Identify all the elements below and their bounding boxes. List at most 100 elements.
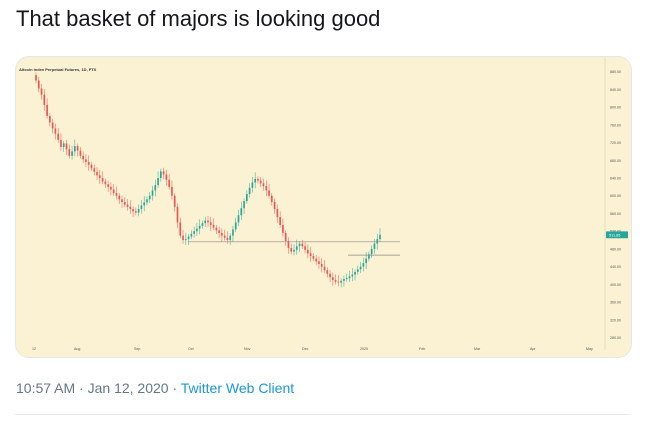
candle-body	[251, 182, 254, 188]
candle-body	[359, 266, 362, 270]
candle-body	[98, 175, 101, 179]
candle-body	[268, 190, 270, 196]
candle-body	[273, 201, 276, 210]
candle-body	[201, 223, 204, 226]
x-tick-label: Apr	[530, 347, 536, 351]
candle-body	[229, 235, 232, 241]
x-tick-label: Feb	[419, 347, 425, 351]
y-tick-label: 600.00	[610, 194, 621, 198]
last-price-badge	[606, 231, 628, 239]
candle-body	[154, 185, 157, 191]
candle-body	[171, 186, 173, 196]
candle-body	[101, 178, 104, 182]
candle-body	[76, 146, 79, 151]
candle-body	[126, 204, 129, 207]
candle-body	[204, 220, 207, 224]
candle-body	[262, 183, 265, 186]
candle-body	[340, 280, 342, 283]
candle-body	[90, 164, 93, 169]
candle-body	[129, 206, 132, 210]
candle-body	[35, 75, 37, 81]
candle-body	[337, 281, 340, 283]
candle-body	[173, 195, 176, 207]
candle-body	[332, 277, 334, 280]
candle-body	[370, 248, 373, 255]
candle-body	[49, 115, 51, 123]
candle-body	[290, 248, 293, 252]
candle-body	[298, 243, 301, 247]
meta-separator: ·	[168, 380, 181, 396]
candle-body	[151, 190, 154, 196]
candle-body	[112, 189, 115, 194]
x-tick-label: 2020	[360, 347, 368, 351]
candle-body	[246, 193, 248, 202]
candle-body	[146, 199, 148, 203]
y-tick-label: 680.00	[610, 159, 621, 163]
tweet-time[interactable]: 10:57 AM	[16, 380, 76, 396]
divider	[15, 414, 631, 415]
candle-body	[265, 185, 268, 191]
y-tick-label: 280.00	[610, 336, 621, 340]
candle-body	[312, 256, 315, 259]
candle-body	[193, 231, 195, 234]
candle-body	[68, 149, 71, 156]
candle-body	[43, 94, 46, 105]
candle-body	[282, 224, 284, 233]
candle-body	[315, 258, 318, 262]
candle-body	[107, 184, 109, 187]
last-price-label: 511.85	[609, 233, 620, 237]
candle-body	[182, 235, 184, 241]
tweet-text: That basket of majors is looking good	[16, 6, 381, 31]
candle-body	[148, 195, 151, 200]
candle-body	[121, 199, 123, 202]
candle-body	[71, 151, 73, 156]
candle-body	[62, 143, 65, 147]
candle-body	[232, 229, 234, 236]
candle-body	[184, 239, 187, 241]
candle-body	[320, 263, 323, 267]
candle-body	[51, 122, 54, 129]
candle-body	[143, 202, 146, 206]
y-tick-label: 400.00	[610, 283, 621, 287]
candle-body	[295, 246, 298, 250]
candle-body	[304, 246, 306, 250]
y-tick-label: 640.00	[610, 177, 621, 181]
candle-body	[351, 274, 354, 277]
candle-body	[198, 225, 201, 229]
tweet-date[interactable]: Jan 12, 2020	[87, 380, 169, 396]
candle-body	[137, 209, 140, 213]
candle-body	[368, 254, 370, 259]
x-tick-label: 12	[32, 347, 36, 351]
candle-body	[326, 270, 329, 274]
meta-separator: ·	[75, 380, 88, 396]
y-tick-label: 840.00	[610, 88, 621, 92]
tweet-client-link[interactable]: Twitter Web Client	[180, 380, 295, 396]
candle-body	[46, 104, 48, 116]
candle-body	[74, 146, 76, 152]
candle-body	[270, 195, 273, 202]
candle-body	[343, 279, 345, 281]
x-tick-label: Oct	[188, 347, 194, 351]
candle-body	[160, 171, 162, 179]
x-tick-label: Sep	[134, 347, 140, 351]
candle-body	[79, 150, 82, 156]
candle-body	[376, 239, 379, 244]
candle-body	[93, 168, 96, 172]
candle-body	[207, 220, 209, 223]
candle-body	[212, 224, 215, 228]
candle-body	[234, 222, 237, 230]
candle-body	[318, 261, 320, 264]
candle-body	[187, 236, 190, 240]
candle-body	[82, 155, 84, 160]
candle-body	[123, 201, 126, 205]
y-tick-label: 760.00	[610, 123, 621, 127]
candle-body	[165, 174, 168, 180]
candle-body	[293, 249, 295, 252]
candle-body	[179, 222, 182, 236]
candle-body	[196, 228, 198, 232]
candle-body	[135, 211, 137, 213]
y-tick-label: 720.00	[610, 141, 621, 145]
candle-body	[85, 159, 87, 163]
chart-image-card[interactable]: 280.00320.00360.00400.00440.00480.00520.…	[15, 56, 632, 358]
candle-body	[362, 263, 365, 267]
